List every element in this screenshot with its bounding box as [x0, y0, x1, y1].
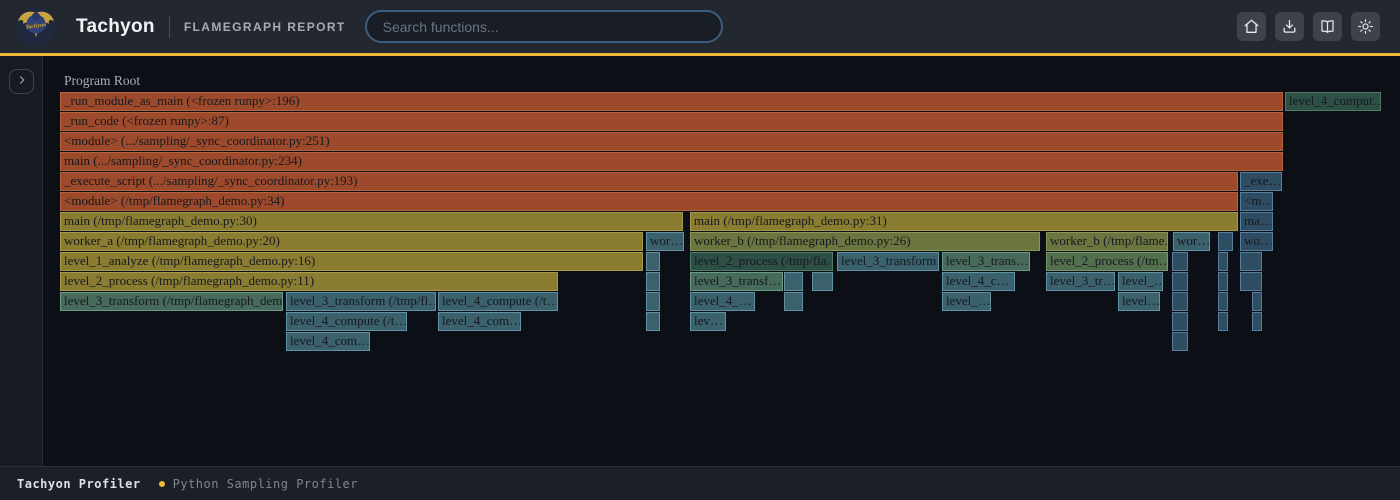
flame-block[interactable]: main (.../sampling/_sync_coordinator.py:…: [60, 152, 1283, 171]
flame-block[interactable]: level_3_trans…: [942, 252, 1030, 271]
flame-block[interactable]: [1172, 312, 1188, 331]
flame-block[interactable]: level_3_transform…: [837, 252, 939, 271]
header-actions: [1237, 12, 1380, 41]
sidebar: [0, 56, 43, 466]
flame-block[interactable]: level_…: [942, 292, 991, 311]
flame-block[interactable]: worker_b (/tmp/flame…: [1046, 232, 1168, 251]
flame-block[interactable]: [784, 292, 803, 311]
flame-block[interactable]: level…: [1118, 292, 1160, 311]
theme-button[interactable]: [1351, 12, 1380, 41]
flame-block[interactable]: _run_code (<frozen runpy>:87): [60, 112, 1283, 131]
header-divider: [168, 15, 170, 38]
flame-block[interactable]: [1252, 312, 1262, 331]
flame-block[interactable]: wor…: [646, 232, 684, 251]
flame-block[interactable]: [1218, 312, 1228, 331]
flame-block[interactable]: level_4_…: [690, 292, 755, 311]
flame-block[interactable]: level_4_com…: [438, 312, 521, 331]
flame-block[interactable]: [1172, 272, 1188, 291]
flame-block[interactable]: _exe…: [1240, 172, 1282, 191]
flame-block[interactable]: worker_a (/tmp/flamegraph_demo.py:20): [60, 232, 643, 251]
header-accent-line: [0, 53, 1400, 56]
header: Tachyon Tachyon FLAMEGRAPH REPORT: [0, 0, 1400, 53]
flame-block[interactable]: level_1_analyze (/tmp/flamegraph_demo.py…: [60, 252, 643, 271]
flame-block[interactable]: level_4_c…: [942, 272, 1015, 291]
flame-block[interactable]: <m…: [1240, 192, 1273, 211]
flame-block[interactable]: level_2_process (/tm…: [1046, 252, 1168, 271]
docs-button[interactable]: [1313, 12, 1342, 41]
flame-block[interactable]: [784, 272, 803, 291]
flame-block[interactable]: level_4_comput…: [1285, 92, 1381, 111]
search-input[interactable]: [366, 18, 721, 35]
flamegraph-root-label: Program Root: [64, 73, 141, 88]
flame-block[interactable]: [1172, 332, 1188, 351]
flame-block[interactable]: level_2_process (/tmp/flamegraph_demo.py…: [60, 272, 558, 291]
download-icon: [1281, 18, 1298, 35]
tachyon-logo-icon: Tachyon: [16, 7, 56, 46]
chevron-right-icon: [16, 74, 28, 89]
flame-block[interactable]: [646, 292, 660, 311]
flame-block[interactable]: [1172, 252, 1188, 271]
flame-block[interactable]: level_3_transform (/tmp/flamegraph_dem…: [60, 292, 283, 311]
flame-block[interactable]: [1252, 292, 1262, 311]
flame-block[interactable]: worker_b (/tmp/flamegraph_demo.py:26): [690, 232, 1040, 251]
flame-block[interactable]: level_4_compute (/t…: [286, 312, 407, 331]
flame-block[interactable]: wor…: [1173, 232, 1210, 251]
app-title: Tachyon: [76, 15, 155, 37]
report-type-label: FLAMEGRAPH REPORT: [183, 19, 346, 34]
flame-block[interactable]: [1218, 252, 1228, 271]
flame-block[interactable]: level_…: [1118, 272, 1163, 291]
sidebar-toggle-button[interactable]: [9, 69, 34, 94]
flame-block[interactable]: [1218, 272, 1228, 291]
status-app-name: Tachyon Profiler: [17, 476, 141, 491]
flamegraph: Program Root _run_module_as_main (<froze…: [44, 56, 1400, 466]
flame-block[interactable]: main (/tmp/flamegraph_demo.py:31): [690, 212, 1238, 231]
flame-block[interactable]: [1240, 252, 1262, 271]
flame-block[interactable]: [646, 312, 660, 331]
flame-block[interactable]: level_2_process (/tmp/fla…: [690, 252, 833, 271]
flame-block[interactable]: <module> (.../sampling/_sync_coordinator…: [60, 132, 1283, 151]
status-dot-icon: [158, 480, 165, 487]
flame-block[interactable]: [1172, 292, 1188, 311]
flame-block[interactable]: [812, 272, 833, 291]
flame-block[interactable]: <module> (/tmp/flamegraph_demo.py:34): [60, 192, 1238, 211]
home-button[interactable]: [1237, 12, 1266, 41]
book-icon: [1319, 18, 1336, 35]
svg-text:Tachyon: Tachyon: [25, 21, 47, 30]
flame-block[interactable]: [1240, 272, 1262, 291]
status-bar: Tachyon Profiler Python Sampling Profile…: [0, 466, 1400, 500]
flame-block[interactable]: _run_module_as_main (<frozen runpy>:196): [60, 92, 1283, 111]
flame-block[interactable]: level_4_compute (/t…: [438, 292, 558, 311]
flame-block[interactable]: main (/tmp/flamegraph_demo.py:30): [60, 212, 683, 231]
home-icon: [1243, 18, 1260, 35]
flame-block[interactable]: [646, 252, 660, 271]
download-button[interactable]: [1275, 12, 1304, 41]
flame-block[interactable]: ma…: [1240, 212, 1273, 231]
flame-block[interactable]: [1218, 232, 1233, 251]
flame-block[interactable]: level_4_com…: [286, 332, 370, 351]
flame-block[interactable]: [1218, 292, 1228, 311]
flame-block[interactable]: wo…: [1240, 232, 1273, 251]
status-description: Python Sampling Profiler: [172, 476, 358, 491]
flame-block[interactable]: lev…: [690, 312, 726, 331]
sun-icon: [1357, 18, 1374, 35]
search-box: [364, 10, 723, 43]
flame-block[interactable]: [646, 272, 660, 291]
flame-block[interactable]: level_3_transform (/tmp/fl…: [286, 292, 436, 311]
flame-block[interactable]: level_3_transf…: [690, 272, 783, 291]
flame-block[interactable]: _execute_script (.../sampling/_sync_coor…: [60, 172, 1238, 191]
flame-block[interactable]: level_3_tr…: [1046, 272, 1115, 291]
